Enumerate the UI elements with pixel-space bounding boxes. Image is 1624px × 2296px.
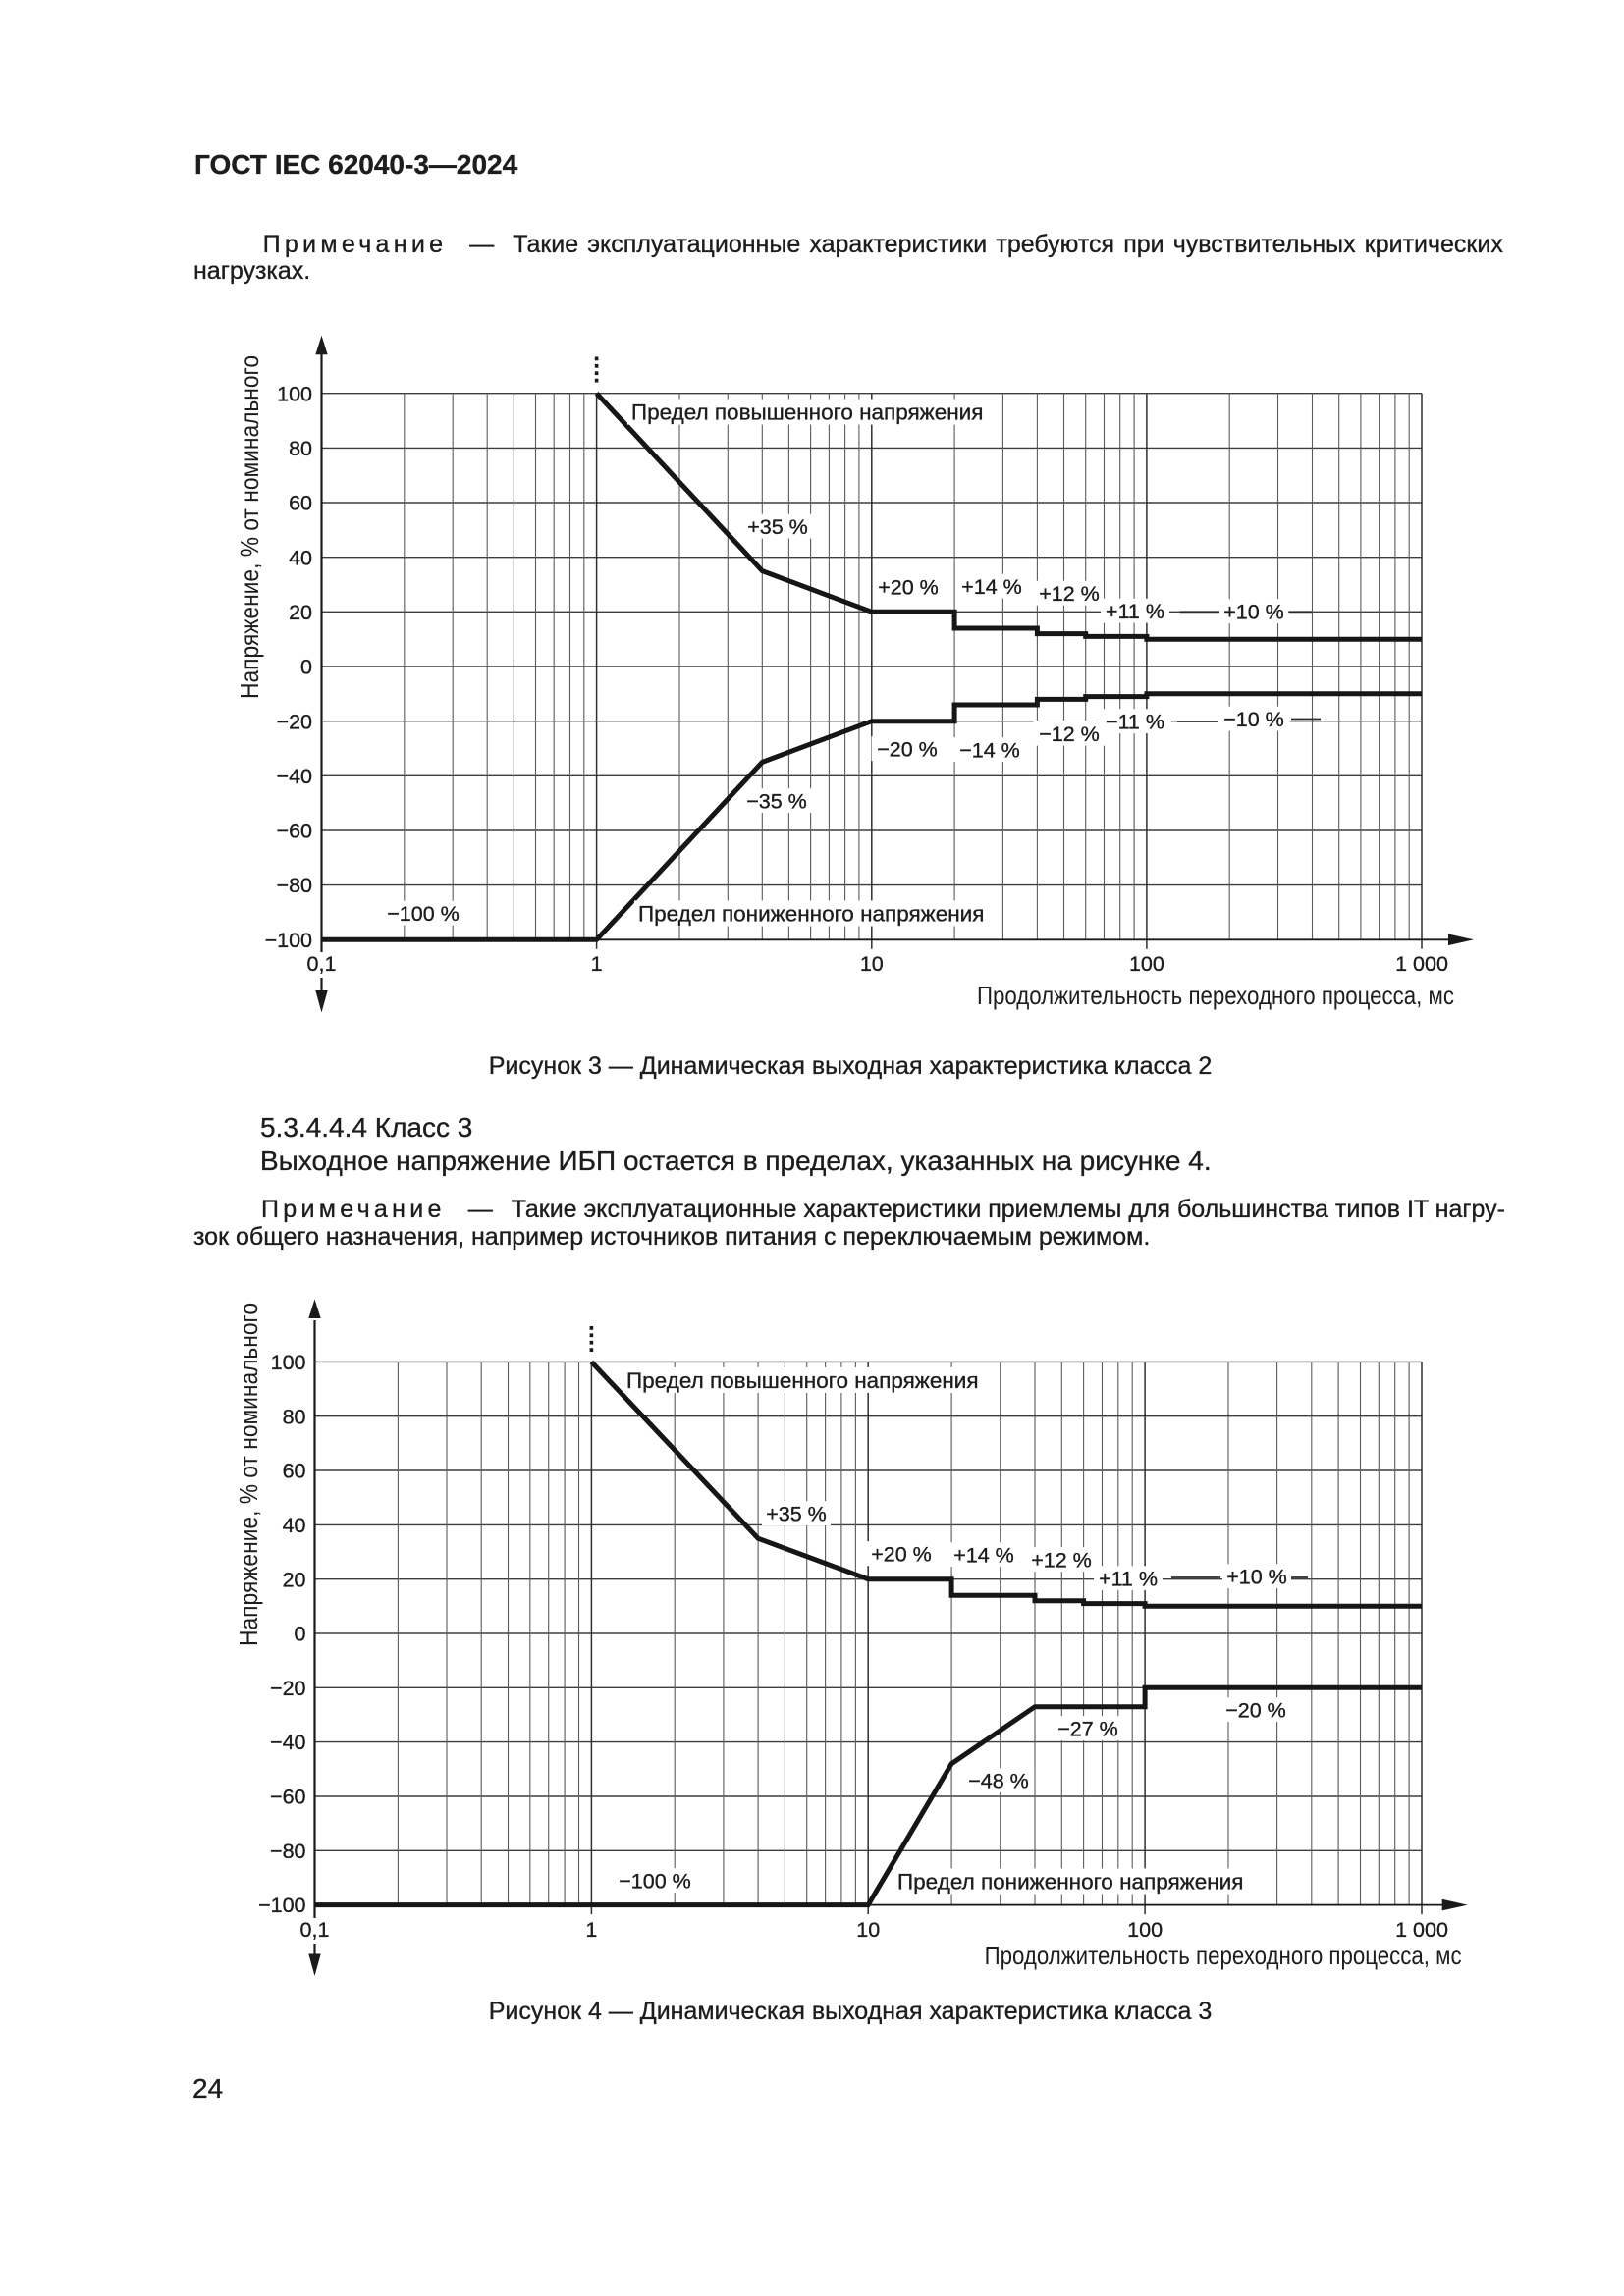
svg-text:−35 %: −35 %	[746, 790, 807, 814]
svg-text:−20: −20	[277, 710, 313, 733]
svg-text:+35 %: +35 %	[766, 1503, 827, 1526]
svg-text:+11 %: +11 %	[1099, 1568, 1158, 1591]
svg-text:100: 100	[1129, 952, 1164, 976]
svg-text:+20 %: +20 %	[878, 576, 939, 600]
svg-text:Предел пониженного напряжения: Предел пониженного напряжения	[897, 1870, 1243, 1895]
svg-text:100: 100	[271, 1351, 306, 1374]
svg-text:+20 %: +20 %	[871, 1543, 932, 1567]
svg-text:60: 60	[283, 1460, 306, 1483]
svg-text:−20: −20	[270, 1677, 306, 1700]
svg-text:−100: −100	[258, 1894, 305, 1917]
svg-text:1: 1	[591, 952, 603, 976]
svg-text:0,1: 0,1	[300, 1918, 330, 1942]
svg-text:0: 0	[300, 656, 312, 679]
svg-text:Напряжение, % от номинального: Напряжение, % от номинального	[234, 1303, 263, 1646]
svg-text:−14 %: −14 %	[959, 739, 1020, 763]
svg-text:−80: −80	[277, 874, 313, 897]
svg-text:+35 %: +35 %	[747, 515, 808, 539]
svg-text:−100: −100	[265, 929, 312, 952]
svg-text:−100 %: −100 %	[619, 1870, 691, 1894]
svg-text:+14 %: +14 %	[961, 575, 1022, 599]
svg-text:−100 %: −100 %	[387, 902, 460, 926]
svg-text:−20 %: −20 %	[877, 738, 938, 762]
svg-text:10: 10	[860, 952, 884, 976]
svg-text:−80: −80	[270, 1840, 306, 1863]
svg-text:100: 100	[1127, 1918, 1163, 1942]
svg-text:Продолжительность переходного: Продолжительность переходного процесса, …	[985, 1941, 1462, 1970]
svg-text:100: 100	[277, 382, 312, 405]
svg-text:Напряжение, % от номинального: Напряжение, % от номинального	[235, 355, 264, 699]
svg-text:20: 20	[283, 1568, 306, 1591]
svg-text:10: 10	[856, 1918, 880, 1942]
svg-text:+11 %: +11 %	[1106, 600, 1164, 623]
svg-text:80: 80	[289, 437, 312, 460]
svg-text:+12 %: +12 %	[1031, 1549, 1092, 1573]
svg-text:−40: −40	[277, 765, 313, 788]
svg-text:60: 60	[289, 492, 312, 515]
svg-text:−40: −40	[270, 1731, 306, 1754]
svg-text:0: 0	[295, 1623, 306, 1646]
svg-text:+10 %: +10 %	[1223, 601, 1284, 624]
svg-text:−27 %: −27 %	[1057, 1718, 1118, 1741]
svg-text:1 000: 1 000	[1395, 1918, 1448, 1942]
svg-text:Предел пониженного напряжения: Предел пониженного напряжения	[638, 902, 984, 927]
svg-text:Предел повышенного напряжения: Предел повышенного напряжения	[626, 1368, 979, 1393]
svg-text:+10 %: +10 %	[1226, 1566, 1287, 1589]
svg-text:−10 %: −10 %	[1223, 708, 1284, 731]
svg-text:40: 40	[289, 546, 312, 569]
svg-text:80: 80	[283, 1405, 306, 1428]
svg-text:−11 %: −11 %	[1106, 711, 1164, 734]
svg-text:0,1: 0,1	[307, 952, 337, 976]
svg-text:20: 20	[289, 601, 312, 624]
svg-text:40: 40	[283, 1514, 306, 1537]
svg-text:−12 %: −12 %	[1039, 722, 1100, 746]
svg-text:−48 %: −48 %	[968, 1770, 1029, 1793]
svg-text:−20 %: −20 %	[1225, 1699, 1286, 1723]
svg-text:1: 1	[585, 1918, 597, 1942]
svg-text:−60: −60	[270, 1786, 306, 1809]
svg-text:Продолжительность переходного: Продолжительность переходного процесса, …	[977, 981, 1454, 1010]
svg-text:Предел повышенного напряжения: Предел повышенного напряжения	[631, 400, 984, 425]
svg-text:−60: −60	[277, 820, 313, 843]
svg-text:+12 %: +12 %	[1039, 582, 1100, 606]
svg-text:1 000: 1 000	[1395, 952, 1448, 976]
svg-text:+14 %: +14 %	[953, 1544, 1014, 1568]
